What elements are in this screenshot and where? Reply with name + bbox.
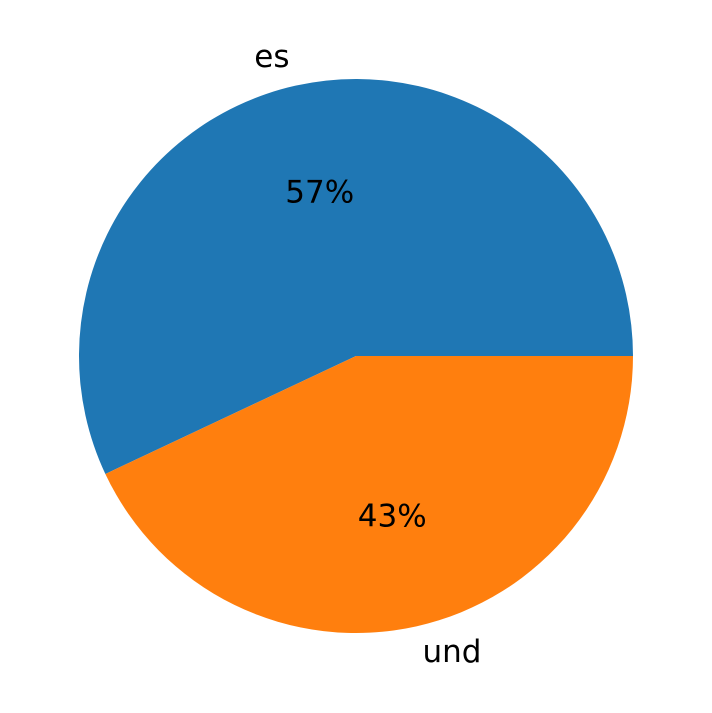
value-label: 43%	[358, 499, 427, 535]
slice-label: und	[422, 634, 481, 670]
pie-slice	[78, 78, 634, 474]
pie-slice	[105, 356, 633, 633]
slice-label: es	[254, 39, 289, 75]
value-label: 57%	[285, 174, 354, 210]
